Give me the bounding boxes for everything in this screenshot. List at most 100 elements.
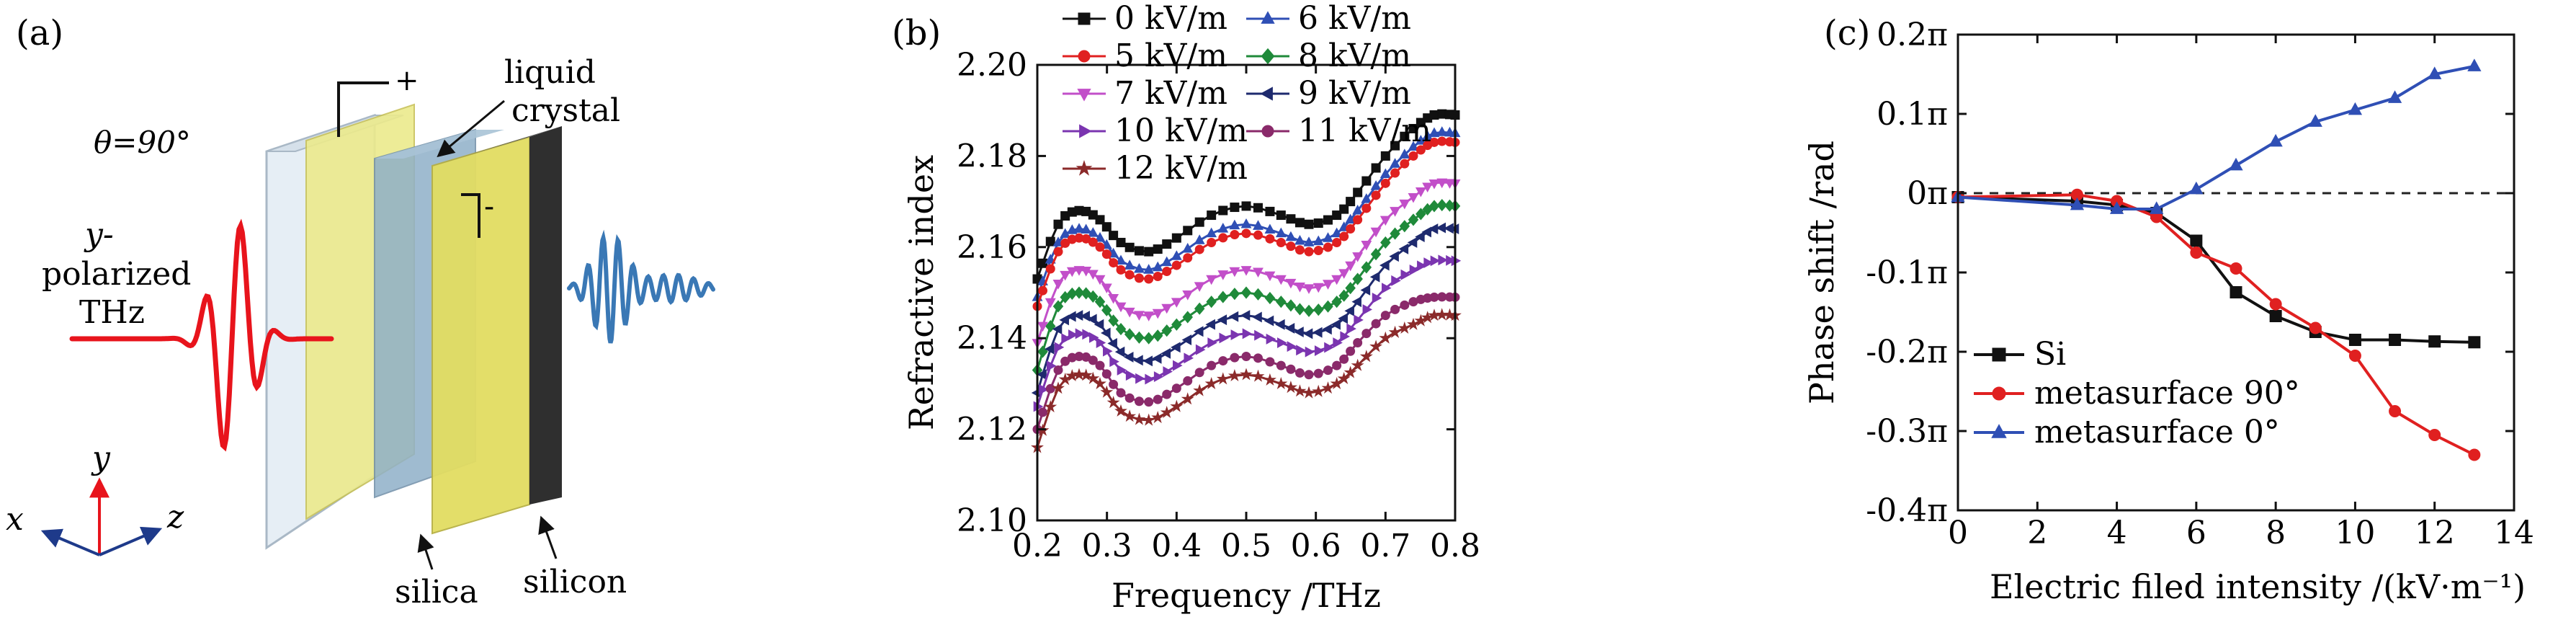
y-tick-label: -0.4π <box>1866 492 1948 529</box>
axis-z-arrow <box>99 526 163 556</box>
data-point <box>1100 385 1114 398</box>
data-point <box>1331 319 1341 330</box>
data-point <box>1143 332 1154 345</box>
data-point <box>1114 404 1127 417</box>
data-point <box>1339 204 1349 214</box>
legend-marker <box>1078 12 1091 25</box>
x-tick-label: 2 <box>2027 515 2047 551</box>
data-point <box>1116 237 1126 247</box>
data-point <box>1230 229 1240 239</box>
data-point <box>1380 151 1390 161</box>
data-point <box>1294 218 1305 228</box>
y-tick-label: 2.16 <box>957 229 1027 266</box>
data-point <box>1303 284 1315 294</box>
data-point <box>2109 201 2124 214</box>
data-point <box>1352 272 1363 285</box>
data-point <box>1230 203 1240 213</box>
data-point <box>1117 364 1127 376</box>
x-tick-label: 0.4 <box>1151 528 1202 564</box>
data-point <box>1379 168 1391 178</box>
data-point <box>1286 241 1296 252</box>
data-point <box>1152 308 1163 319</box>
data-point <box>1416 145 1426 155</box>
data-point <box>1229 219 1240 230</box>
data-point <box>1408 213 1419 226</box>
data-point <box>1264 291 1276 305</box>
lc-label-line1: liquid <box>504 54 596 91</box>
data-point <box>1151 411 1165 424</box>
data-point <box>1143 311 1155 321</box>
data-point <box>1142 413 1155 426</box>
electrode-back <box>431 136 530 535</box>
legend-marker <box>1991 424 2007 438</box>
data-point <box>1323 280 1333 290</box>
data-point <box>1088 210 1098 220</box>
data-point <box>1296 345 1306 356</box>
data-point <box>1371 319 1381 329</box>
data-point <box>1294 327 1304 337</box>
data-point <box>1162 389 1172 399</box>
data-point <box>1389 251 1399 262</box>
data-point <box>1151 352 1162 364</box>
data-point <box>1361 261 1372 274</box>
data-point <box>1397 321 1411 334</box>
data-point <box>1370 248 1382 261</box>
data-point <box>1339 354 1349 364</box>
data-point <box>1331 296 1342 308</box>
data-point <box>1161 303 1173 314</box>
legend-entry: 8 kV/m <box>1246 37 1411 74</box>
data-point <box>1053 219 1063 229</box>
x-tick-label: 0.3 <box>1082 528 1132 564</box>
data-point <box>1322 324 1332 335</box>
data-point <box>1352 205 1364 215</box>
data-point <box>1332 360 1342 370</box>
data-point <box>1052 280 1064 290</box>
data-point <box>1095 215 1105 225</box>
series-Si <box>1951 191 2481 349</box>
data-point <box>1038 407 1048 417</box>
data-point <box>1436 126 1448 136</box>
data-point <box>1391 275 1401 286</box>
data-point <box>1388 325 1402 338</box>
axis-y-label: y <box>91 440 111 476</box>
series-line <box>1957 195 2474 344</box>
data-point <box>2230 262 2242 275</box>
data-point <box>1285 299 1297 312</box>
data-point <box>1241 201 1251 211</box>
data-point <box>1370 180 1382 190</box>
data-point <box>1382 283 1392 294</box>
x-tick-label: 0.2 <box>1012 528 1063 564</box>
data-point <box>1421 226 1431 238</box>
legend-label: 6 kV/m <box>1298 0 1411 37</box>
series-6-kV-m <box>1032 126 1461 301</box>
y-tick-label: 0π <box>1907 175 1948 212</box>
y-tick-label: 0.2π <box>1877 17 1948 53</box>
data-point <box>2348 102 2363 115</box>
data-point <box>1123 351 1134 363</box>
wire-negative <box>461 193 480 238</box>
x-axis-label: Frequency /THz <box>1112 576 1381 615</box>
data-point <box>1407 237 1418 248</box>
legend-label: 12 kV/m <box>1114 150 1248 187</box>
device-schematic: (a) + - liquid crystal θ=90° y- polarize… <box>6 13 715 611</box>
data-point <box>1438 254 1448 266</box>
data-point <box>1415 231 1425 242</box>
data-point <box>1436 222 1446 234</box>
data-point <box>1324 342 1334 353</box>
data-point <box>1217 270 1229 280</box>
data-point <box>1428 308 1441 321</box>
data-point <box>1266 333 1276 345</box>
data-point <box>2467 58 2482 71</box>
data-point <box>2387 90 2402 103</box>
y-tick-label: -0.3π <box>1866 413 1948 450</box>
data-point <box>1116 388 1126 398</box>
data-point <box>1094 231 1106 242</box>
data-point <box>1379 259 1390 271</box>
data-point <box>1207 237 1217 247</box>
data-point <box>1153 394 1163 404</box>
data-point <box>1264 315 1274 327</box>
data-point <box>1124 242 1135 252</box>
data-point <box>1346 323 1356 334</box>
data-point <box>1409 264 1420 275</box>
data-point <box>1390 207 1401 217</box>
